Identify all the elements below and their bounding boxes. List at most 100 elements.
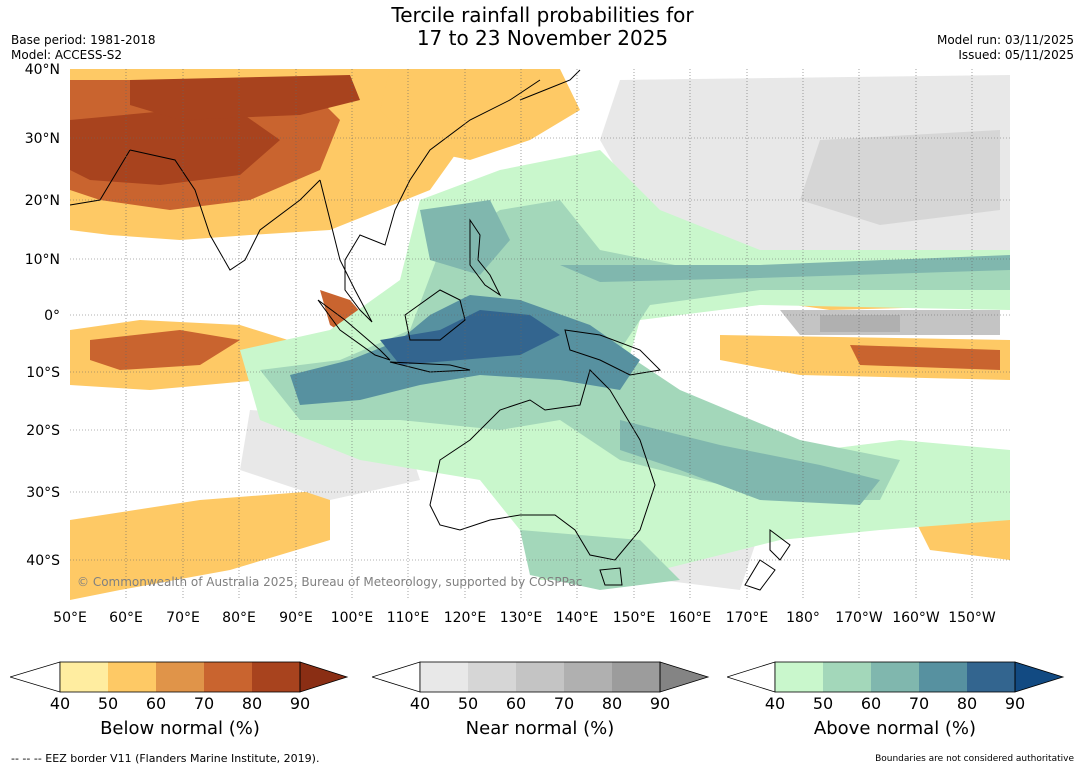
colorbar-below-bin-60-70 [156,662,204,692]
lat-label-30s: 30°S [26,485,60,501]
boundaries-disclaimer: Boundaries are not considered authoritat… [875,754,1074,764]
colorbar-above-bin-80-90 [967,662,1015,692]
colorbar-below-low-extend [10,661,61,693]
above-tick-70: 70 [909,694,929,713]
colorbar-near-bin-80-90 [612,662,660,692]
lat-label-30n: 30°N [25,131,60,147]
lat-label-40s: 40°S [26,553,60,569]
coastline-japan [519,69,581,101]
colorbar-below-bin-40-50 [60,662,108,692]
colorbar-near-bin-60-70 [516,662,564,692]
forecast-map: 40°N 30°N 20°N 10°N 0° 10°S 20°S 30°S 40… [25,62,1010,626]
lat-label-10n: 10°N [25,252,60,268]
near-normal-region-equatorial-core [820,315,900,332]
above-normal-region-south-australia [520,530,680,590]
colorbar-above-bin-70-80 [919,662,967,692]
below-normal-region-southern-ocean [70,490,330,600]
colorbar-below-bin-80-90 [252,662,300,692]
below-tick-80: 80 [242,694,262,713]
lon-label-120e: 120°E [444,610,487,626]
colorbar-near-normal [372,661,710,693]
base-period-label: Base period: 1981-2018 [11,33,156,47]
colorbar-above-high-extend [1014,661,1065,693]
colorbar-near-low-extend [372,661,421,693]
colorbar-below-frame [59,661,301,693]
map-title: Tercile rainfall probabilities for 17 to… [0,4,1085,50]
coastline-india [129,149,321,271]
colorbar-above-bin-60-70 [871,662,919,692]
coastline-borneo [404,289,466,341]
coastline-arabia [70,149,131,206]
colorbar-above-bin-50-60 [823,662,871,692]
colorbar-above-normal [727,661,1065,693]
coastline-sumatra [317,299,391,361]
colorbar-near-title: Near normal (%) [465,718,615,739]
model-run-label: Model run: 03/11/2025 [936,33,1074,47]
lon-label-100e: 100°E [331,610,374,626]
below-normal-region-indian-ocean-core [90,330,240,370]
lon-label-50e: 50°E [53,610,87,626]
lon-label-130e: 130°E [500,610,543,626]
colorbar-below-bin-50-60 [108,662,156,692]
below-tick-60: 60 [146,694,166,713]
lat-label-20s: 20°S [26,423,60,439]
title-line-1: Tercile rainfall probabilities for [391,3,694,27]
below-normal-region-tibet [130,75,360,120]
colorbar-above-bin-40-50 [775,662,823,692]
colorbar-above-low-extend [727,661,776,693]
below-tick-90: 90 [290,694,310,713]
coastline-australia [429,369,656,561]
latitude-labels: 40°N 30°N 20°N 10°N 0° 10°S 20°S 30°S 40… [25,62,60,569]
above-tick-40: 40 [765,694,785,713]
colorbar-below-normal [10,661,349,693]
colorbar-below-high-extend [299,661,349,693]
near-tick-60: 60 [506,694,526,713]
above-tick-90: 90 [1005,694,1025,713]
below-tick-40: 40 [50,694,70,713]
coastline-java [389,361,471,373]
run-info: Model run: 03/11/2025 Issued: 05/11/2025 [937,33,1074,63]
coastline-new-zealand [744,529,791,591]
colorbar-near-bin-70-80 [564,662,612,692]
lat-label-0: 0° [44,308,60,324]
colorbar-near-high-extend [659,661,710,693]
above-tick-80: 80 [957,694,977,713]
coastlines [70,69,791,591]
colorbar-below-bin-70-80 [204,662,252,692]
near-tick-90: 90 [650,694,670,713]
lon-label-60e: 60°E [109,610,143,626]
title-line-2: 17 to 23 November 2025 [416,26,669,50]
lon-label-160w: 160°W [892,610,940,626]
lon-label-160e: 160°E [669,610,712,626]
lon-label-80e: 80°E [222,610,256,626]
model-label: Model: ACCESS-S2 [11,48,123,62]
lon-label-70e: 70°E [166,610,200,626]
graticule [70,69,1010,600]
probability-field [70,69,1010,600]
above-tick-50: 50 [813,694,833,713]
below-tick-70: 70 [194,694,214,713]
near-tick-50: 50 [458,694,478,713]
colorbar-below-title: Below normal (%) [100,718,260,739]
below-normal-region-central-pacific-south-core [850,345,1000,370]
copyright-notice: © Commonwealth of Australia 2025, Bureau… [77,575,582,589]
near-tick-40: 40 [410,694,430,713]
coastline-indochina [319,79,541,323]
lon-label-150w: 150°W [948,610,996,626]
above-normal-region-itcz [560,255,1010,282]
model-info: Base period: 1981-2018 Model: ACCESS-S2 [11,33,156,63]
lat-label-10s: 10°S [26,365,60,381]
below-normal-region-south-asia-max [70,105,280,185]
lon-label-170w: 170°W [835,610,883,626]
longitude-labels: 50°E 60°E 70°E 80°E 90°E 100°E 110°E 120… [53,610,996,626]
coastline-new-guinea [564,329,662,376]
coastline-philippines [469,218,502,297]
issued-label: Issued: 05/11/2025 [958,48,1074,62]
lon-label-140e: 140°E [556,610,599,626]
lat-label-20n: 20°N [25,193,60,209]
lon-label-180: 180° [786,610,820,626]
lon-label-150e: 150°E [613,610,656,626]
near-tick-70: 70 [554,694,574,713]
colorbar-near-bin-40-50 [420,662,468,692]
near-tick-80: 80 [602,694,622,713]
